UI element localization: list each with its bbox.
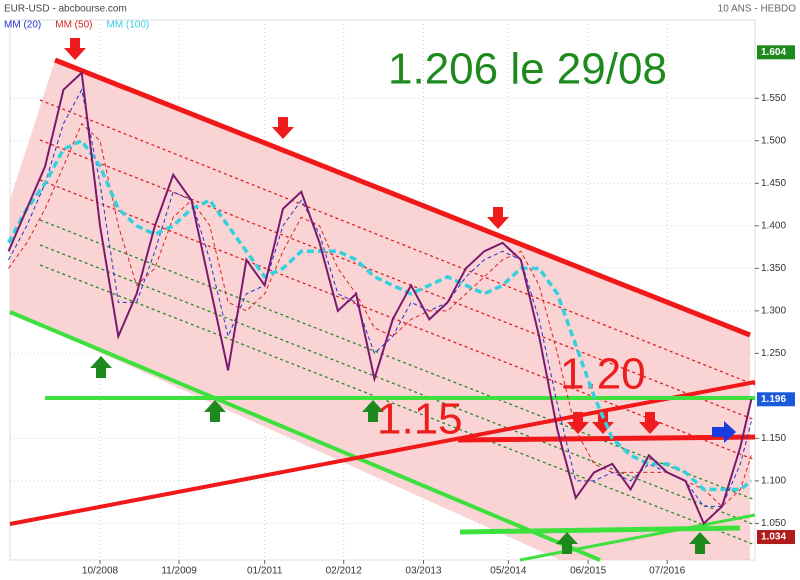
y-tick-label: 1.250 — [761, 348, 786, 359]
annotation: 1.206 le 29/08 — [388, 45, 667, 94]
chart-subtitle: 10 ANS - HEBDO — [718, 4, 797, 15]
chart-title: EUR-USD - abcbourse.com — [4, 4, 127, 15]
x-tick-label: 02/2012 — [326, 566, 363, 577]
legend-label: MM (20) — [4, 20, 41, 31]
y-tick-label: 1.150 — [761, 433, 786, 444]
x-tick-label: 01/2011 — [247, 566, 283, 577]
price-marker — [757, 530, 795, 545]
x-tick-label: 06/2015 — [570, 566, 607, 577]
price-label: 1.034 — [761, 532, 786, 543]
y-tick-label: 1.300 — [761, 305, 786, 316]
price-label: 1.196 — [761, 394, 786, 405]
y-tick-label: 1.450 — [761, 178, 786, 189]
y-tick-label: 1.500 — [761, 135, 786, 146]
x-tick-label: 07/2016 — [649, 566, 686, 577]
legend-label: MM (100) — [106, 20, 149, 31]
legend-label: MM (50) — [55, 20, 92, 31]
y-tick-label: 1.350 — [761, 263, 786, 274]
up-arrows — [90, 356, 711, 554]
level-line — [457, 434, 756, 443]
y-tick-label: 1.400 — [761, 220, 786, 231]
annotation: 1.15 — [377, 395, 463, 444]
trend-line — [9, 380, 756, 526]
y-tick-label: 1.050 — [761, 518, 786, 529]
support-lines — [39, 219, 756, 546]
level-line — [459, 525, 741, 535]
resistance-line — [54, 57, 751, 338]
x-tick-label: 03/2013 — [405, 566, 442, 577]
x-tick-label: 05/2014 — [490, 566, 527, 577]
moving-average — [6, 138, 753, 492]
moving-average — [8, 122, 752, 508]
down-arrows — [64, 38, 661, 434]
y-tick-label: 1.550 — [761, 93, 786, 104]
annotation: 1.20 — [560, 350, 646, 399]
price-marker — [757, 392, 795, 407]
price-label: 1.604 — [761, 47, 786, 58]
x-tick-label: 10/2008 — [82, 566, 119, 577]
price-marker — [757, 45, 795, 60]
price-line — [7, 70, 753, 526]
y-tick-label: 1.100 — [761, 476, 786, 487]
x-tick-label: 11/2009 — [161, 566, 197, 577]
level-line — [519, 513, 756, 562]
channel-lines — [39, 99, 756, 461]
right-arrow — [712, 421, 736, 443]
support-line — [9, 310, 601, 562]
